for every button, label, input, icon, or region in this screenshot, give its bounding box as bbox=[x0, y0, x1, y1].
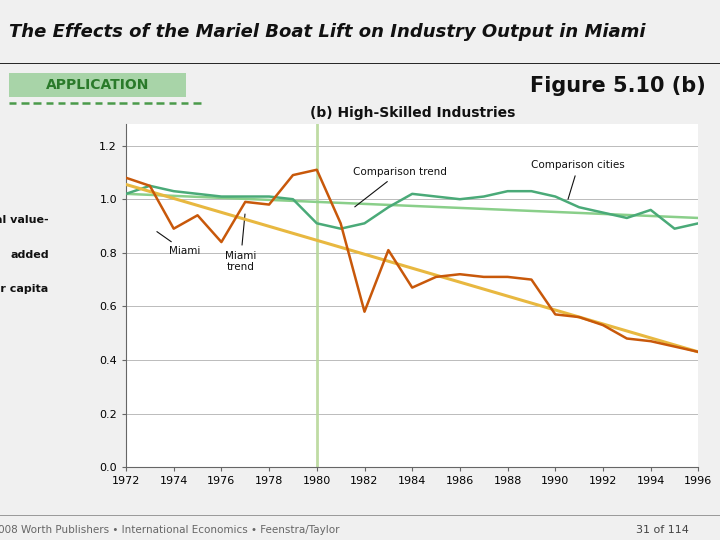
Text: Real value-: Real value- bbox=[0, 215, 49, 225]
Text: Figure 5.10 (b): Figure 5.10 (b) bbox=[530, 76, 706, 96]
Text: per capita: per capita bbox=[0, 284, 49, 294]
Text: added: added bbox=[10, 249, 49, 260]
Text: Miami: Miami bbox=[157, 232, 200, 256]
Text: Comparison cities: Comparison cities bbox=[531, 160, 625, 199]
Text: Miami
trend: Miami trend bbox=[225, 214, 256, 272]
Text: APPLICATION: APPLICATION bbox=[45, 78, 149, 92]
Text: The Effects of the Mariel Boat Lift on Industry Output in Miami: The Effects of the Mariel Boat Lift on I… bbox=[9, 23, 646, 41]
Text: 31 of 114: 31 of 114 bbox=[636, 524, 689, 535]
Title: (b) High-Skilled Industries: (b) High-Skilled Industries bbox=[310, 106, 515, 120]
Bar bbox=[9, 73, 186, 97]
Text: Comparison trend: Comparison trend bbox=[353, 167, 446, 207]
Text: © 2008 Worth Publishers • International Economics • Feenstra/Taylor: © 2008 Worth Publishers • International … bbox=[0, 524, 339, 535]
